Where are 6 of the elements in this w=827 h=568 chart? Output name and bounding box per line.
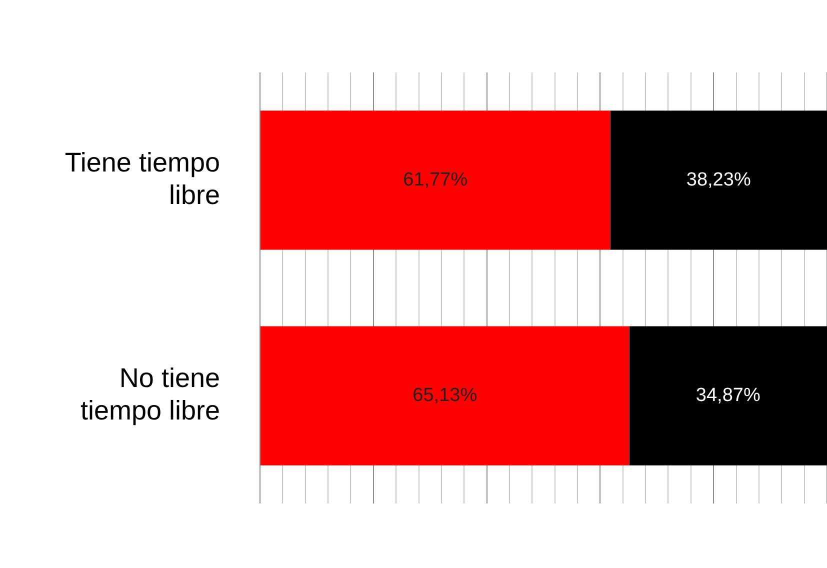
data-label: 65,13% bbox=[412, 385, 478, 406]
data-label: 34,87% bbox=[696, 385, 760, 406]
data-label: 38,23% bbox=[686, 169, 751, 190]
y-tick-label: No tiene tiempo libre bbox=[80, 363, 220, 426]
data-label: 61,77% bbox=[403, 169, 468, 190]
y-tick-label: Tiene tiempo libre bbox=[64, 147, 220, 210]
